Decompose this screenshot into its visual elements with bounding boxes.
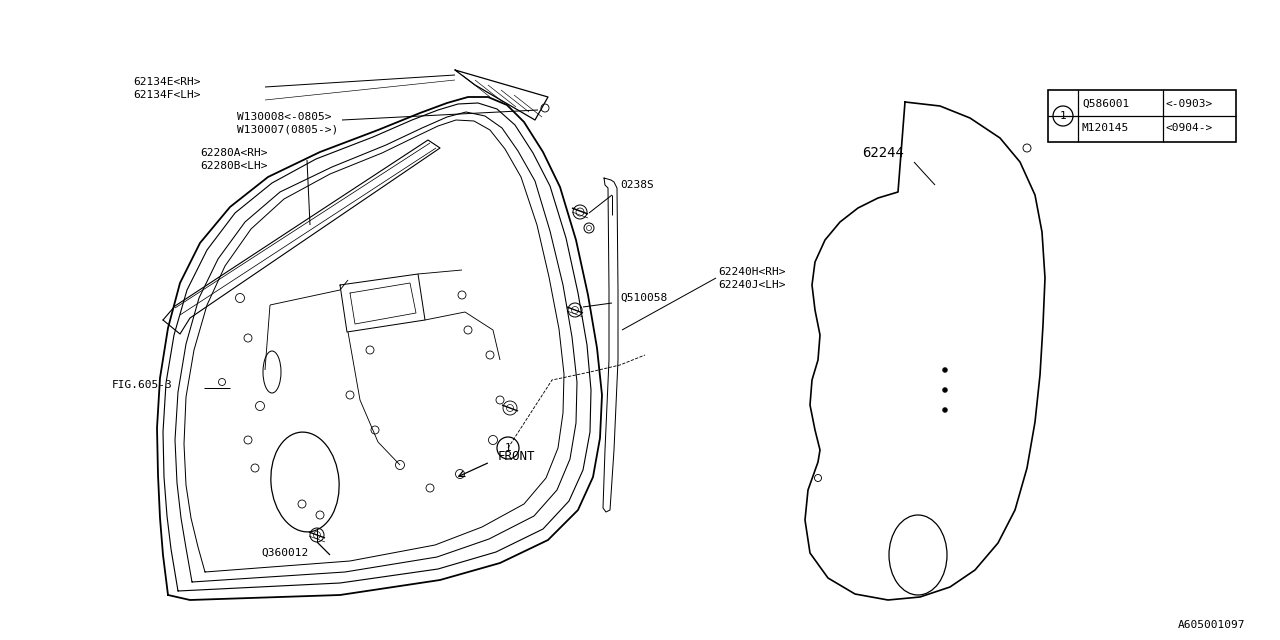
Bar — [1048, 90, 1236, 142]
Text: Q586001: Q586001 — [1082, 99, 1129, 109]
Text: 62280A<RH>: 62280A<RH> — [200, 148, 268, 158]
Text: M120145: M120145 — [1082, 123, 1129, 133]
Text: 62240H<RH>: 62240H<RH> — [718, 267, 786, 277]
Text: A605001097: A605001097 — [1178, 620, 1245, 630]
Text: W130008<-0805>: W130008<-0805> — [237, 112, 332, 122]
Text: 62280B<LH>: 62280B<LH> — [200, 161, 268, 171]
Text: 62244: 62244 — [861, 146, 904, 160]
Text: FRONT: FRONT — [498, 451, 535, 463]
Text: Q360012: Q360012 — [261, 548, 308, 558]
Circle shape — [942, 387, 947, 392]
Text: 1: 1 — [504, 443, 512, 453]
Text: 62240J<LH>: 62240J<LH> — [718, 280, 786, 290]
Text: W130007(0805->): W130007(0805->) — [237, 125, 338, 135]
Text: FIG.605-3: FIG.605-3 — [113, 380, 173, 390]
Text: 0238S: 0238S — [620, 180, 654, 190]
Text: 62134F<LH>: 62134F<LH> — [133, 90, 201, 100]
Text: <-0903>: <-0903> — [1166, 99, 1213, 109]
Text: 1: 1 — [1060, 111, 1066, 121]
Text: <0904->: <0904-> — [1166, 123, 1213, 133]
Circle shape — [942, 408, 947, 413]
Circle shape — [942, 367, 947, 372]
Text: 62134E<RH>: 62134E<RH> — [133, 77, 201, 87]
Text: Q510058: Q510058 — [620, 293, 667, 303]
